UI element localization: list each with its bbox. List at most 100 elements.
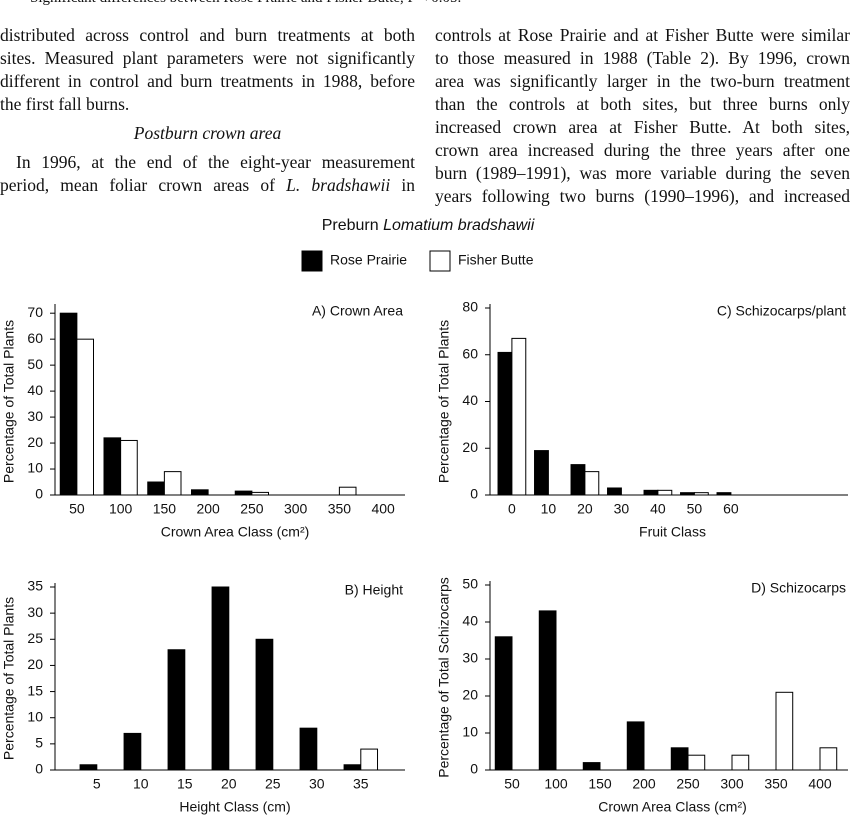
bar: [731, 754, 750, 771]
text-line: sites. Measured plant parameters were no…: [0, 47, 415, 70]
x-tick-label: 400: [808, 776, 832, 792]
x-tick-label: 0: [508, 501, 516, 517]
x-axis-label: Crown Area Class (cm²): [598, 799, 747, 815]
figure-title: Preburn Lomatium bradshawii: [322, 217, 535, 234]
legend-label: Fisher Butte: [458, 252, 534, 268]
x-tick-label: 50: [687, 501, 703, 517]
text-line: increased crown area at Fisher Butte. At…: [435, 117, 850, 137]
bar: [775, 691, 794, 771]
y-tick-label: 30: [27, 604, 43, 620]
text-line: than the controls at both sites, but thr…: [435, 94, 850, 114]
x-axis-label: Height Class (cm): [179, 799, 290, 815]
text: sites. Measured plant parameters were no…: [0, 48, 415, 68]
x-tick-label: 200: [196, 501, 220, 517]
y-axis-label: Percentage of Total Plants: [436, 320, 452, 483]
bar: [670, 747, 689, 771]
bar: [76, 338, 94, 496]
x-tick-label: 30: [614, 501, 630, 517]
bar: [584, 471, 600, 496]
bar: [607, 487, 622, 496]
text-line: area was significantly larger in the two…: [435, 71, 850, 91]
bar: [123, 732, 142, 771]
bar: [234, 490, 253, 496]
bar: [343, 764, 362, 771]
y-tick-label: 40: [27, 382, 43, 398]
x-tick-label: 350: [328, 501, 352, 517]
x-tick-label: 25: [265, 776, 281, 792]
y-tick-label: 40: [462, 392, 478, 408]
bar: [497, 351, 513, 496]
text-line: different in control and burn treatments…: [0, 70, 415, 93]
legend-swatch: [429, 250, 451, 272]
y-tick-label: 30: [27, 408, 43, 424]
bar: [147, 481, 165, 496]
y-tick-label: 80: [462, 299, 478, 315]
text-line: the first fall burns.: [0, 93, 415, 116]
y-tick-label: 15: [27, 682, 43, 698]
x-tick-label: 20: [221, 776, 237, 792]
y-tick-label: 0: [470, 761, 478, 777]
x-tick-label: 350: [764, 776, 788, 792]
y-tick-label: 5: [35, 735, 43, 751]
x-tick-label: 50: [504, 776, 520, 792]
y-tick-label: 30: [462, 650, 478, 666]
bar: [716, 492, 732, 496]
bar: [167, 649, 186, 771]
text-line: period, mean foliar crown areas of L. br…: [0, 174, 415, 197]
legend-label: Rose Prairie: [330, 252, 407, 268]
text: distributed across control and burn trea…: [0, 25, 415, 45]
y-tick-label: 50: [462, 576, 478, 592]
y-tick-label: 20: [27, 434, 43, 450]
text: different in control and burn treatments…: [0, 71, 415, 91]
panel-label: C) Schizocarps/plant: [717, 303, 846, 319]
legend-swatch: [301, 250, 323, 272]
title-text: Preburn: [322, 217, 379, 234]
section-heading: Postburn crown area: [133, 123, 282, 143]
cut-header: Significant differences between Rose Pra…: [30, 0, 461, 10]
x-tick-label: 150: [153, 501, 177, 517]
text: In 1996, at the end of the eight-year me…: [16, 152, 415, 172]
y-tick-label: 25: [27, 630, 43, 646]
bar: [79, 764, 98, 771]
bar: [251, 491, 269, 496]
y-tick-label: 70: [27, 304, 43, 320]
x-tick-label: 150: [588, 776, 612, 792]
bar: [299, 727, 318, 771]
text-line: burn (1989–1991), was more variable duri…: [435, 163, 850, 183]
y-tick-label: 10: [27, 460, 43, 476]
y-tick-label: 20: [462, 687, 478, 703]
bar: [538, 610, 557, 771]
y-tick-label: 10: [27, 708, 43, 724]
text-line: years following two burns (1990–1996), a…: [435, 186, 850, 206]
y-tick-label: 20: [27, 656, 43, 672]
text-line: crown area increased during the three ye…: [435, 140, 850, 160]
text-line: distributed across control and burn trea…: [0, 24, 415, 47]
x-tick-label: 100: [544, 776, 568, 792]
bar: [59, 312, 78, 496]
panel-label: A) Crown Area: [312, 303, 403, 319]
bar: [643, 489, 659, 496]
bar: [693, 492, 709, 496]
x-tick-label: 250: [240, 501, 264, 517]
bar: [360, 748, 379, 771]
text-line: to those measured in 1988 (Table 2). By …: [435, 48, 850, 68]
y-tick-label: 0: [35, 761, 43, 777]
x-tick-label: 10: [541, 501, 557, 517]
bar: [582, 762, 601, 771]
bar: [211, 586, 230, 771]
x-tick-label: 100: [109, 501, 133, 517]
x-axis-label: Crown Area Class (cm²): [161, 524, 310, 540]
text: in: [390, 175, 415, 195]
bar: [680, 492, 695, 496]
y-tick-label: 0: [35, 486, 43, 502]
bar: [191, 489, 209, 496]
x-tick-label: 20: [577, 501, 593, 517]
italic-text: L. bradshawii: [286, 175, 391, 195]
y-tick-label: 20: [462, 439, 478, 455]
bar: [338, 486, 357, 496]
text: the first fall burns.: [0, 94, 130, 114]
text-line: In 1996, at the end of the eight-year me…: [16, 151, 415, 174]
bar: [626, 721, 645, 771]
